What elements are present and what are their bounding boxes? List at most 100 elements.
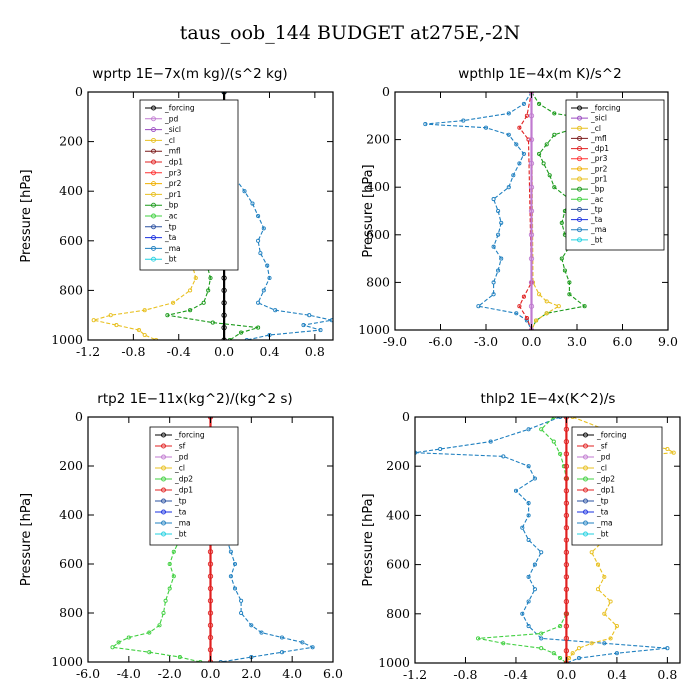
legend-label: _mfl	[590, 134, 607, 143]
data-point	[232, 561, 238, 567]
data-point	[239, 598, 244, 603]
data-point	[461, 118, 466, 123]
legend: _forcing_pd _sicl _cl _mfl _dp1_pr3 _pr2 _pr1 _…	[139, 99, 239, 271]
y-tick-label: 0	[75, 84, 83, 99]
legend-label: _ma	[174, 519, 191, 528]
data-point	[570, 417, 575, 420]
legend-swatch-marker	[151, 170, 156, 176]
legend-label: _bt	[174, 530, 187, 539]
x-tick-label: -3.0	[474, 334, 498, 349]
legend-label: _forcing	[596, 431, 627, 440]
legend-label: _mfl	[164, 147, 181, 156]
legend-swatch-marker	[151, 116, 156, 122]
legend-label: _tp	[164, 222, 177, 231]
data-point	[528, 208, 535, 214]
legend-label: _tp	[174, 497, 187, 506]
data-point	[207, 647, 214, 653]
legend-swatch-marker	[151, 235, 156, 241]
legend-label: _ta	[590, 215, 602, 224]
data-point	[221, 287, 227, 294]
x-tick-label: 3.0	[567, 334, 587, 349]
data-point	[567, 292, 572, 297]
y-tick-label: 400	[59, 183, 83, 198]
data-point	[526, 501, 531, 506]
legend-swatch-marker	[583, 498, 588, 504]
legend-swatch-marker	[161, 520, 166, 526]
data-point	[258, 251, 263, 256]
legend-label: _dp1	[590, 144, 609, 153]
legend-label: _ma	[164, 244, 181, 253]
x-tick-label: -6.0	[76, 666, 100, 681]
legend-swatch-marker	[583, 531, 588, 537]
legend-label: _dp1	[596, 486, 615, 495]
legend-swatch-marker	[151, 137, 156, 143]
chart-rtp2: rtp2 1E−11x(kg^2)/(kg^2 s) Pressure [hPa]…	[19, 391, 343, 681]
data-point	[517, 161, 522, 166]
data-point	[614, 624, 619, 629]
legend: _forcing _sf _pd _cl _dp2 _dp1 _tp _ta _ma _bt	[571, 426, 663, 546]
legend-swatch-marker	[577, 227, 582, 233]
x-tick-label: 0.0	[522, 334, 542, 349]
x-tick-label: 0.8	[305, 344, 325, 359]
data-point	[544, 311, 549, 316]
data-point	[207, 573, 214, 579]
legend-label: _bp	[590, 185, 605, 194]
data-point	[532, 562, 537, 567]
data-point	[163, 598, 168, 603]
data-point	[526, 427, 531, 432]
data-point	[570, 651, 575, 656]
legend-swatch-marker	[583, 487, 588, 493]
legend: _forcing_sicl_cl_mfl_dp1_pr3_pr2_pr1_bp_…	[565, 99, 665, 251]
legend-label: _pd	[174, 453, 189, 462]
data-point	[563, 561, 570, 568]
legend-label: _ma	[590, 225, 607, 234]
data-point	[208, 275, 213, 281]
legend-label: _dp2	[596, 475, 615, 484]
data-point	[567, 280, 572, 285]
data-point	[532, 476, 537, 481]
legend-label: _ac	[590, 195, 603, 204]
data-point	[491, 244, 496, 249]
legend-box	[149, 426, 239, 546]
data-point	[532, 587, 537, 592]
legend-swatch-marker	[577, 196, 582, 202]
legend-label: _sicl	[164, 125, 181, 134]
data-point	[526, 537, 531, 543]
data-point	[517, 125, 522, 130]
x-tick-label: 0.4	[260, 344, 280, 359]
data-point	[563, 598, 570, 605]
data-point	[537, 101, 542, 106]
data-point	[608, 636, 613, 641]
series-line-dp1	[477, 417, 567, 663]
data-point	[221, 324, 227, 331]
legend-swatch-marker	[151, 105, 156, 111]
x-tick-label: 2.0	[241, 666, 261, 681]
legend-swatch-marker	[583, 432, 588, 438]
data-point	[558, 656, 563, 661]
x-tick-label: -1.2	[403, 667, 427, 682]
data-point	[114, 323, 119, 328]
data-point	[476, 636, 481, 641]
data-point	[556, 304, 561, 309]
data-point	[188, 308, 193, 313]
legend-swatch-marker	[577, 135, 582, 141]
data-point	[110, 645, 115, 650]
data-point	[563, 574, 570, 580]
data-point	[563, 635, 570, 642]
data-point	[563, 512, 570, 519]
data-point	[256, 213, 261, 219]
legend-swatch-marker	[577, 206, 582, 212]
legend-label: _cl	[174, 464, 185, 473]
data-point	[147, 630, 152, 635]
data-point	[671, 450, 676, 455]
data-point	[563, 475, 570, 482]
data-point	[551, 439, 556, 444]
x-tick-label: -2.0	[158, 666, 182, 681]
data-point	[537, 292, 542, 297]
legend-label: _ma	[596, 519, 613, 528]
y-tick-label: 0	[382, 84, 390, 99]
y-tick-label: 200	[386, 458, 410, 473]
legend-swatch-marker	[161, 487, 166, 493]
x-tick-label: -0.4	[167, 344, 191, 359]
data-point	[563, 451, 570, 457]
